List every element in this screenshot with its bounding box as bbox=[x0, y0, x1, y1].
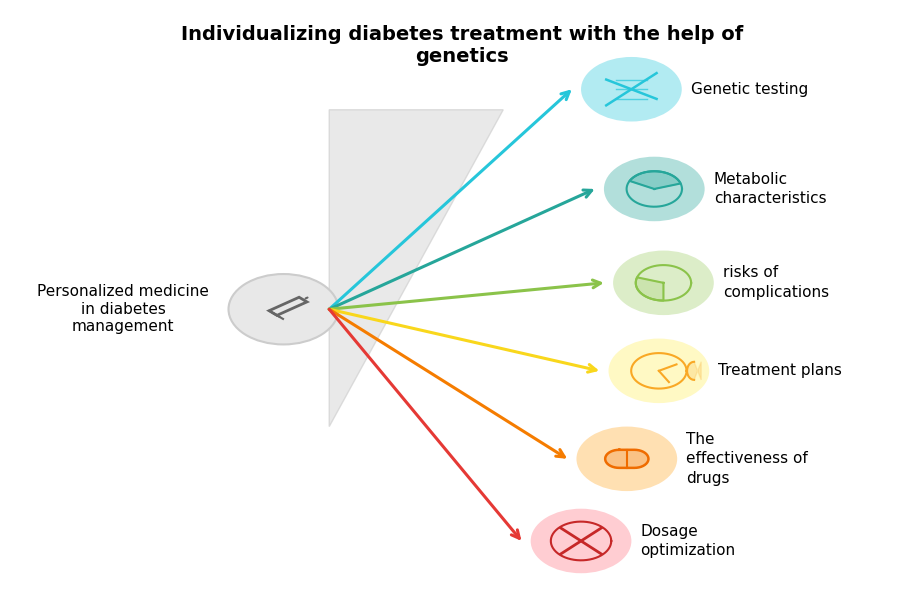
Circle shape bbox=[228, 274, 338, 345]
Text: Dosage
optimization: Dosage optimization bbox=[640, 524, 736, 558]
Circle shape bbox=[609, 339, 710, 403]
Circle shape bbox=[604, 156, 705, 221]
Circle shape bbox=[614, 250, 714, 315]
Polygon shape bbox=[329, 109, 504, 427]
Polygon shape bbox=[629, 171, 681, 189]
Circle shape bbox=[577, 427, 677, 491]
Circle shape bbox=[530, 509, 631, 573]
Polygon shape bbox=[636, 277, 663, 300]
Text: risks of
complications: risks of complications bbox=[723, 265, 829, 300]
Text: Personalized medicine
in diabetes
management: Personalized medicine in diabetes manage… bbox=[37, 284, 209, 334]
Text: Individualizing diabetes treatment with the help of
genetics: Individualizing diabetes treatment with … bbox=[181, 25, 743, 65]
Text: The
effectiveness of
drugs: The effectiveness of drugs bbox=[687, 431, 808, 486]
Text: Metabolic
characteristics: Metabolic characteristics bbox=[714, 171, 826, 206]
Circle shape bbox=[581, 57, 682, 121]
Text: Treatment plans: Treatment plans bbox=[718, 364, 843, 378]
Polygon shape bbox=[605, 450, 649, 468]
Text: Genetic testing: Genetic testing bbox=[691, 82, 808, 97]
Polygon shape bbox=[687, 362, 701, 380]
